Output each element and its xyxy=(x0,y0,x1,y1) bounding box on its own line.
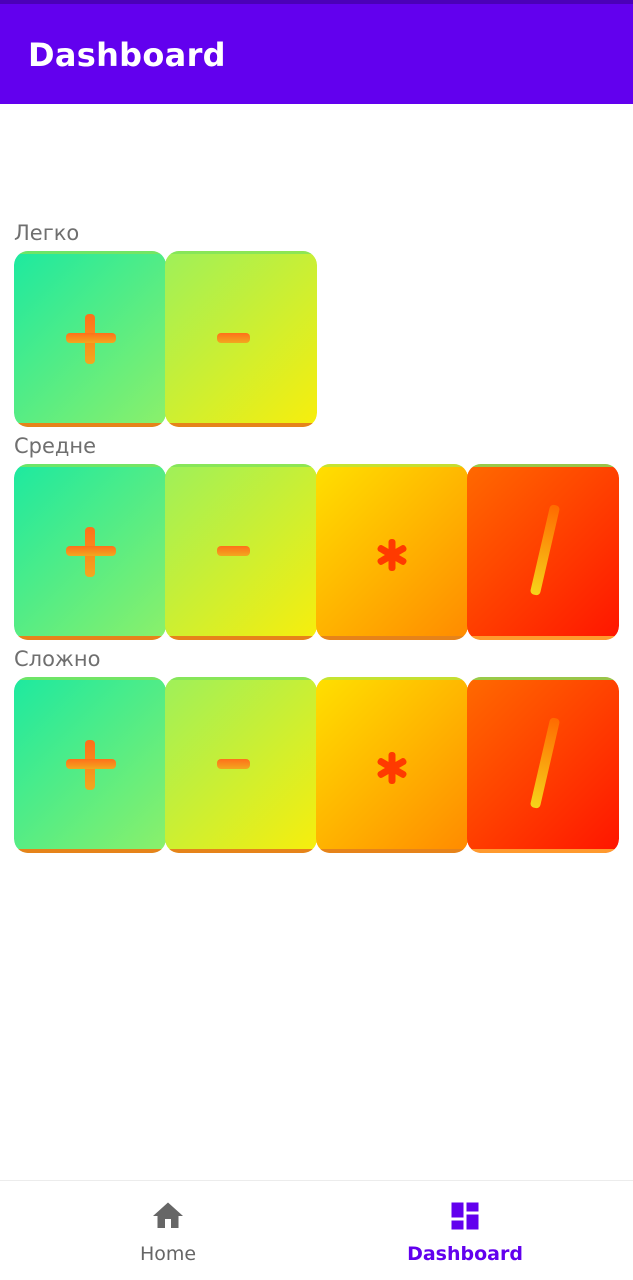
plus-icon xyxy=(66,527,116,577)
app-bar: Dashboard xyxy=(0,4,633,104)
slash-icon xyxy=(530,504,560,596)
home-icon xyxy=(153,1202,183,1228)
bottom-nav-divider xyxy=(0,1180,633,1181)
hard-minus-button[interactable] xyxy=(165,677,317,853)
medium-tiles-row xyxy=(14,464,620,640)
hard-multiply-button[interactable] xyxy=(316,677,468,853)
plus-icon xyxy=(66,740,116,790)
plus-icon xyxy=(66,314,116,364)
asterisk-icon xyxy=(377,752,407,784)
medium-divide-button[interactable] xyxy=(467,464,619,640)
minus-icon xyxy=(217,759,250,769)
nav-label-home: Home xyxy=(139,1243,197,1265)
hard-plus-button[interactable] xyxy=(14,677,166,853)
minus-icon xyxy=(217,546,250,556)
easy-plus-button[interactable] xyxy=(14,251,166,427)
medium-minus-button[interactable] xyxy=(165,464,317,640)
minus-icon xyxy=(217,333,250,343)
bottom-navigation: Home Dashboard xyxy=(0,1181,633,1280)
slash-icon xyxy=(530,717,560,809)
asterisk-icon xyxy=(377,539,407,571)
easy-minus-button[interactable] xyxy=(165,251,317,427)
nav-item-dashboard[interactable]: Dashboard xyxy=(307,1181,623,1280)
status-bar-strip xyxy=(0,0,633,4)
easy-tiles-row xyxy=(14,251,620,427)
dashboard-icon xyxy=(451,1202,479,1230)
section-label-medium: Средне xyxy=(14,434,97,458)
hard-divide-button[interactable] xyxy=(467,677,619,853)
page-title: Dashboard xyxy=(28,36,226,74)
section-label-easy: Легко xyxy=(14,221,80,245)
section-label-hard: Сложно xyxy=(14,647,101,671)
nav-item-home[interactable]: Home xyxy=(10,1181,326,1280)
hard-tiles-row xyxy=(14,677,620,853)
medium-multiply-button[interactable] xyxy=(316,464,468,640)
medium-plus-button[interactable] xyxy=(14,464,166,640)
nav-label-dashboard: Dashboard xyxy=(407,1243,523,1265)
